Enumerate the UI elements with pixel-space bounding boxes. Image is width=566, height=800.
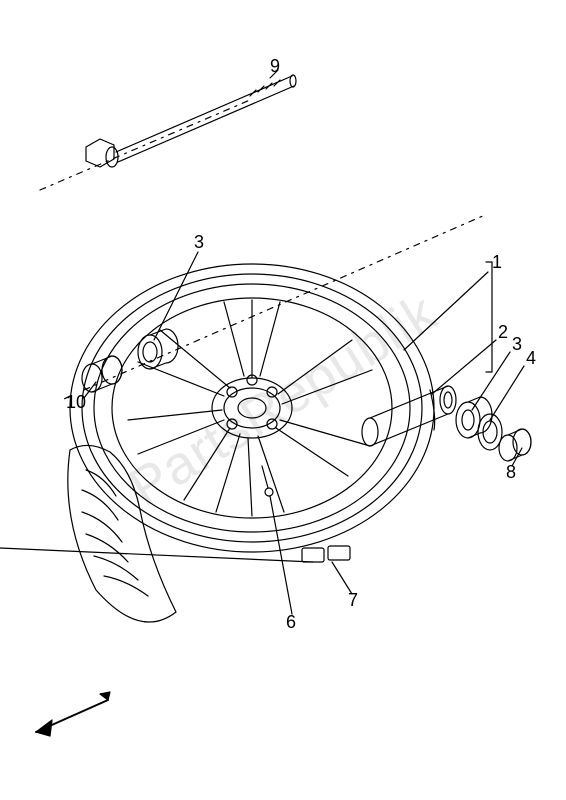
callout-10: 10 xyxy=(66,392,86,413)
callout-6: 6 xyxy=(286,612,296,633)
balance-weights xyxy=(0,546,350,562)
callout-9: 9 xyxy=(270,56,280,77)
direction-arrow xyxy=(36,692,110,736)
callout-7: 7 xyxy=(348,590,358,611)
tire-segment xyxy=(68,445,176,622)
callout-8: 8 xyxy=(506,462,516,483)
callout-1: 1 xyxy=(492,252,502,273)
callout-3a: 3 xyxy=(512,334,522,355)
front-wheel xyxy=(70,264,435,552)
diagram-canvas: PartsRepublik xyxy=(0,0,566,800)
left-bearing xyxy=(138,329,178,369)
axle-bolt xyxy=(86,75,296,167)
callout-3b: 3 xyxy=(194,232,204,253)
callout-2: 2 xyxy=(498,322,508,343)
right-collar xyxy=(499,429,531,461)
right-bearing xyxy=(456,397,492,438)
callout-4: 4 xyxy=(526,348,536,369)
